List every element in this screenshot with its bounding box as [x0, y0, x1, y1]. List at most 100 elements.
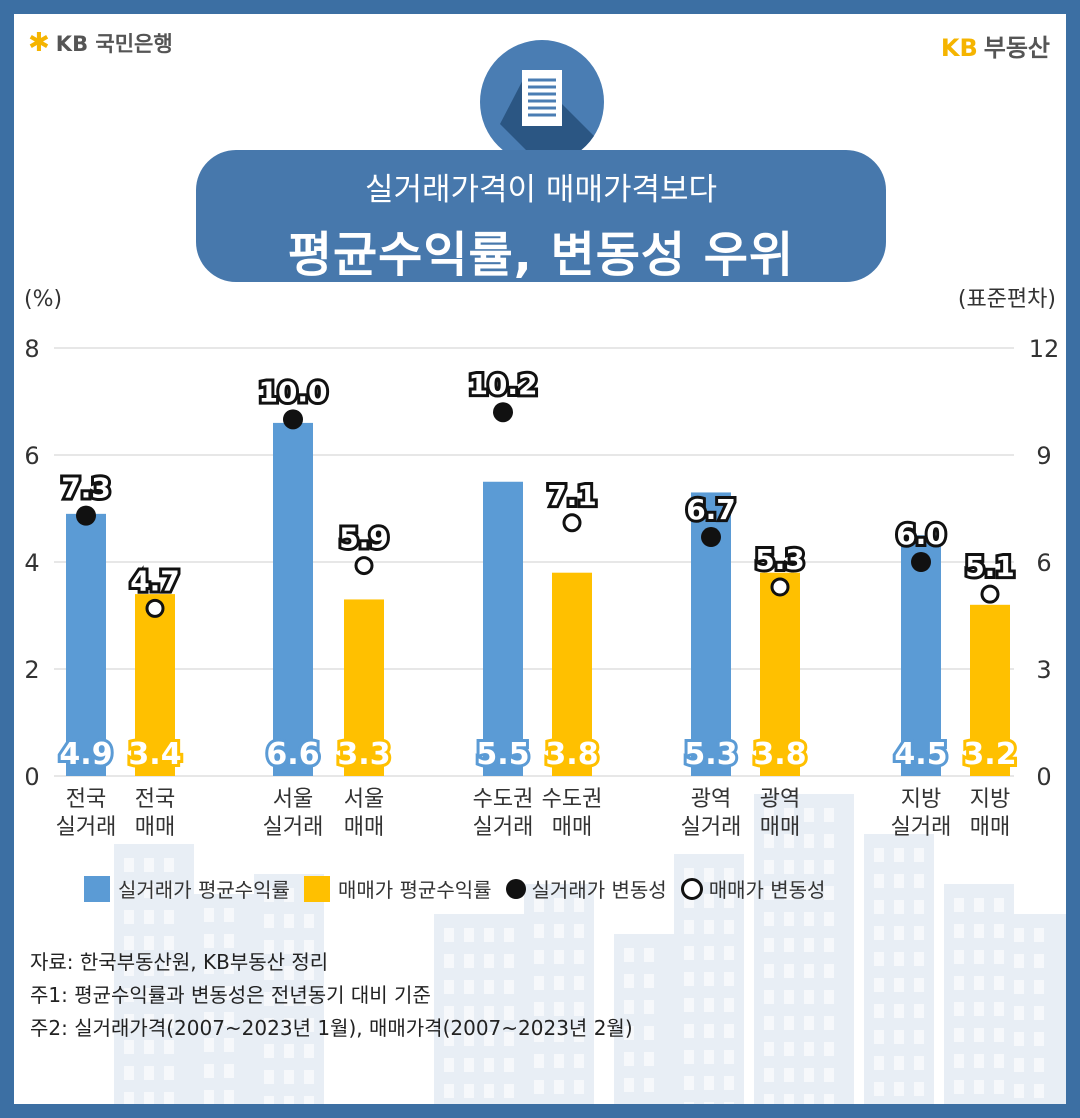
- skyline-window: [914, 900, 924, 914]
- skyline-window: [874, 874, 884, 888]
- skyline-building: [944, 884, 1014, 1104]
- point-label-sale-vol: 5.9: [339, 522, 389, 555]
- skyline-window: [504, 954, 514, 968]
- skyline-window: [264, 966, 274, 980]
- skyline-window: [574, 1002, 584, 1016]
- skyline-window: [224, 1038, 234, 1052]
- skyline-window: [1014, 1058, 1024, 1072]
- skyline-window: [784, 912, 794, 926]
- skyline-window: [304, 1018, 314, 1032]
- city-skyline-background: [114, 794, 1066, 1104]
- skyline-window: [994, 976, 1004, 990]
- skyline-window: [824, 860, 834, 874]
- skyline-window: [1014, 928, 1024, 942]
- bar-label-real-return: 5.3: [684, 737, 737, 772]
- skyline-window: [784, 1042, 794, 1056]
- category-label-sale: 매매: [344, 815, 384, 840]
- point-label-sale-vol: 7.1: [547, 479, 597, 512]
- category-label-real: 수도권: [473, 787, 534, 812]
- skyline-window: [764, 1016, 774, 1030]
- category-label-sale: 전국: [135, 787, 175, 812]
- title-banner: 실거래가격이 매매가격보다 평균수익률, 변동성 우위: [196, 150, 886, 283]
- category-label-real: 지방: [901, 787, 941, 812]
- skyline-window: [124, 1040, 134, 1054]
- skyline-window: [764, 886, 774, 900]
- skyline-window: [554, 1002, 564, 1016]
- skyline-window: [874, 952, 884, 966]
- skyline-window: [644, 1052, 654, 1066]
- skyline-window: [284, 992, 294, 1006]
- skyline-window: [554, 1080, 564, 1094]
- skyline-window: [464, 1032, 474, 1046]
- category-label-real: 실거래: [891, 815, 952, 840]
- skyline-window: [724, 1076, 734, 1090]
- right-axis-tick-label: 9: [1036, 442, 1051, 470]
- skyline-window: [464, 1084, 474, 1098]
- skyline-window: [824, 990, 834, 1004]
- skyline-window: [824, 1094, 834, 1104]
- skyline-window: [624, 1026, 634, 1040]
- skyline-window: [224, 986, 234, 1000]
- skyline-window: [224, 908, 234, 922]
- category-label-sale: 광역: [760, 787, 800, 812]
- bar-label-real-return: 5.5: [476, 737, 529, 772]
- skyline-building: [614, 934, 674, 1104]
- skyline-window: [894, 874, 904, 888]
- skyline-window: [484, 954, 494, 968]
- skyline-window: [954, 976, 964, 990]
- point-label-real-vol: 6.7: [686, 493, 736, 526]
- title-main: 평균수익률, 변동성 우위: [287, 227, 795, 283]
- point-label-sale-vol: 5.3: [755, 543, 805, 576]
- skyline-window: [444, 928, 454, 942]
- skyline-window: [534, 976, 544, 990]
- point-sale-vol: [145, 598, 165, 618]
- bar-sale-return: [552, 572, 592, 776]
- point-label-sale-vol: 5.1: [965, 550, 1015, 583]
- skyline-window: [644, 974, 654, 988]
- legend-item-sale-vol: 매매가 변동성: [680, 874, 825, 903]
- skyline-window: [914, 1056, 924, 1070]
- skyline-window: [164, 910, 174, 924]
- skyline-window: [684, 1076, 694, 1090]
- skyline-window: [684, 946, 694, 960]
- skyline-window: [624, 1052, 634, 1066]
- skyline-building: [254, 874, 324, 1104]
- skyline-window: [1034, 1058, 1044, 1072]
- skyline-window: [224, 1064, 234, 1078]
- skyline-window: [894, 848, 904, 862]
- category-label-sale: 서울: [344, 787, 384, 812]
- skyline-window: [874, 900, 884, 914]
- source-notes: 자료: 한국부동산원, KB부동산 정리 주1: 평균수익률과 변동성은 전년동…: [30, 946, 633, 1045]
- skyline-window: [894, 1004, 904, 1018]
- skyline-window: [484, 980, 494, 994]
- skyline-window: [204, 1038, 214, 1052]
- skyline-window: [684, 1102, 694, 1104]
- skyline-window: [954, 924, 964, 938]
- right-axis-tick-label: 6: [1036, 549, 1051, 577]
- skyline-window: [264, 1070, 274, 1084]
- skyline-window: [284, 940, 294, 954]
- skyline-window: [164, 1040, 174, 1054]
- skyline-window: [1034, 928, 1044, 942]
- left-axis-tick-label: 4: [24, 549, 39, 577]
- skyline-window: [224, 1090, 234, 1104]
- skyline-window: [954, 898, 964, 912]
- skyline-window: [824, 1068, 834, 1082]
- skyline-window: [784, 1068, 794, 1082]
- legend-swatch-blue: [84, 875, 110, 902]
- skyline-window: [704, 894, 714, 908]
- legend-label-real-return: 실거래가 평균수익률: [118, 878, 290, 902]
- skyline-window: [204, 960, 214, 974]
- skyline-window: [534, 950, 544, 964]
- legend-marker-white: [680, 877, 703, 900]
- skyline-window: [894, 1082, 904, 1096]
- category-label-real: 실거래: [681, 815, 742, 840]
- skyline-window: [684, 868, 694, 882]
- skyline-window: [504, 1084, 514, 1098]
- skyline-window: [644, 1078, 654, 1092]
- kb-star-icon: ✱: [28, 28, 50, 58]
- skyline-window: [994, 898, 1004, 912]
- skyline-window: [554, 1054, 564, 1068]
- skyline-window: [1034, 1084, 1044, 1098]
